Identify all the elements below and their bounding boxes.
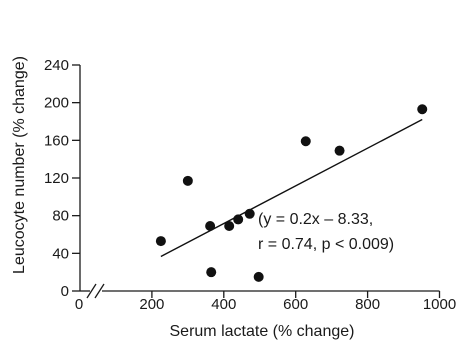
x-axis-title: Serum lactate (% change) — [170, 323, 355, 340]
x-tick-label: 1000 — [423, 296, 456, 313]
regression-annotation-line1: (y = 0.2x – 8.33, — [258, 211, 373, 228]
data-point — [205, 221, 216, 232]
x-tick-label: 800 — [355, 296, 380, 313]
y-tick-label: 120 — [44, 170, 69, 187]
y-tick-label: 160 — [44, 132, 69, 149]
data-point — [417, 104, 428, 115]
axis-break-mark — [94, 283, 105, 299]
x-ticks: 0 200 400 600 800 1000 — [75, 291, 456, 313]
axis-break-mark — [86, 283, 97, 299]
data-point — [233, 214, 244, 225]
data-point — [244, 208, 255, 219]
data-point — [182, 175, 193, 186]
data-point — [300, 136, 311, 147]
data-point — [224, 221, 235, 232]
y-tick-label: 240 — [44, 57, 69, 74]
regression-annotation-line2: r = 0.74, p < 0.009) — [258, 236, 394, 253]
y-tick-label: 40 — [52, 245, 69, 262]
data-point — [206, 267, 217, 278]
y-tick-label: 80 — [52, 208, 69, 225]
data-point — [155, 236, 166, 247]
axes — [79, 64, 440, 299]
y-tick-label: 200 — [44, 95, 69, 112]
x-tick-label: 400 — [211, 296, 236, 313]
data-point — [253, 271, 264, 282]
y-tick-label: 0 — [61, 283, 69, 300]
x-tick-label: 0 — [75, 296, 83, 313]
regression-line — [160, 118, 423, 258]
y-axis-title: Leucocyte number (% change) — [11, 56, 28, 274]
data-point — [334, 145, 345, 156]
data-points — [155, 104, 428, 282]
x-tick-label: 200 — [139, 296, 164, 313]
x-tick-label: 600 — [283, 296, 308, 313]
y-ticks: 0 40 80 120 160 200 240 — [44, 57, 80, 300]
